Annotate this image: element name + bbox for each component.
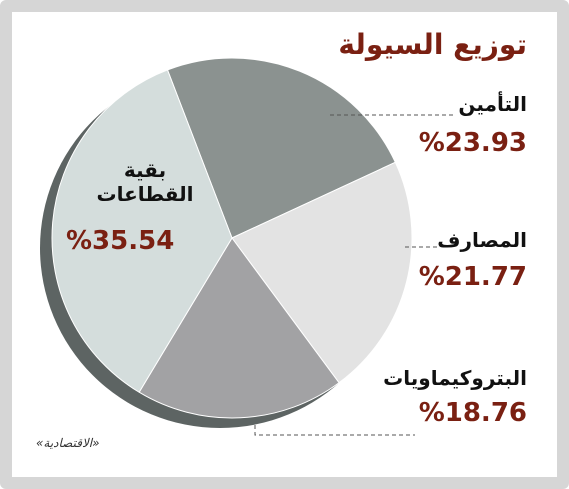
leader-lines [254,114,455,436]
pie-slice [166,57,396,239]
source: «الاقتصادية» [36,436,100,450]
chart-title: توزيع السيولة [338,28,527,61]
value-label: %23.93 [418,128,527,158]
value-label: %35.54 [66,226,175,256]
pie-slice [138,237,340,419]
category-label: بقية القطاعات [96,158,194,206]
category-label: المصارف [437,228,527,252]
pie-slice [51,69,233,393]
pie-slice [231,161,413,384]
value-label: %18.76 [418,398,527,428]
category-label: البتروكيماويات [383,366,527,390]
category-label: التأمين [458,92,527,116]
value-label: %21.77 [418,262,527,292]
leader-line [254,425,415,436]
